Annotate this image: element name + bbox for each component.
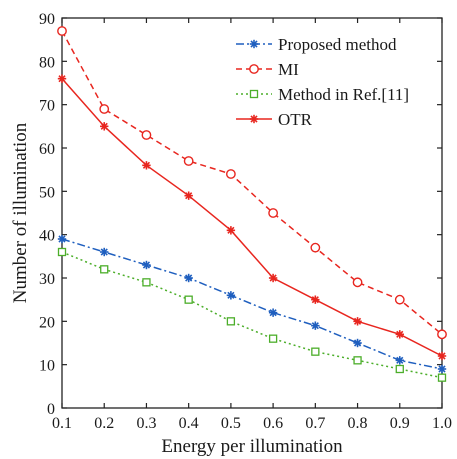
- data-point: [353, 317, 362, 326]
- data-point: [395, 364, 404, 374]
- data-point: [183, 156, 194, 166]
- x-tick-label: 0.2: [94, 415, 114, 432]
- data-point: [268, 208, 279, 218]
- series-3: [57, 74, 447, 361]
- data-point: [437, 351, 447, 361]
- data-point: [99, 104, 110, 114]
- data-point: [352, 277, 363, 288]
- series-line: [61, 251, 443, 379]
- series-line: [61, 238, 443, 370]
- x-tick-label: 0.9: [390, 415, 410, 432]
- x-tick-label: 0.4: [179, 415, 199, 432]
- data-point: [225, 169, 236, 179]
- data-point: [311, 347, 320, 356]
- y-tick-label: 90: [39, 11, 55, 28]
- legend: Proposed method MI Method in Ref.[11] OTR: [236, 35, 409, 129]
- data-point: [353, 338, 362, 348]
- series-0: [57, 234, 447, 374]
- legend-label: Proposed method: [278, 35, 397, 54]
- series-2: [57, 247, 447, 382]
- y-tick-label: 10: [39, 358, 55, 375]
- data-point: [142, 278, 151, 287]
- data-point: [100, 265, 109, 274]
- data-point: [226, 226, 236, 235]
- y-tick-label: 40: [39, 228, 55, 245]
- data-point: [100, 247, 109, 257]
- y-axis-title: Number of illumination: [10, 122, 31, 303]
- data-point: [184, 191, 193, 200]
- y-tick-label: 50: [39, 184, 55, 201]
- series-1: [57, 26, 447, 340]
- x-tick-label: 0.1: [52, 415, 72, 432]
- y-tick-label: 30: [39, 271, 55, 288]
- y-tick-label: 80: [39, 54, 55, 71]
- data-point: [142, 161, 151, 170]
- axes: 0.1 0.2 0.3 0.4 0.5 0.6 0.7 0.8 0.9 1.0 0 10 20 30 40 5…: [39, 11, 452, 432]
- data-point: [268, 308, 278, 317]
- series-group: [57, 26, 447, 382]
- y-tick-label: 60: [39, 141, 55, 158]
- x-tick-label: 0.6: [263, 415, 283, 432]
- legend-marker: [249, 89, 259, 99]
- data-point: [437, 329, 447, 340]
- y-tick-label: 20: [39, 314, 55, 331]
- data-point: [142, 260, 151, 270]
- data-point: [57, 247, 67, 257]
- y-tick-label: 70: [39, 98, 55, 115]
- data-point: [57, 234, 67, 244]
- data-point: [395, 330, 404, 339]
- legend-marker: [249, 114, 259, 124]
- legend-label: Method in Ref.[11]: [278, 85, 409, 104]
- data-point: [311, 321, 320, 330]
- data-point: [310, 242, 321, 253]
- data-point: [57, 74, 67, 83]
- legend-marker: [249, 39, 259, 49]
- data-point: [353, 356, 362, 365]
- x-tick-label: 0.5: [221, 415, 241, 432]
- legend-marker: [249, 64, 259, 74]
- series-line: [61, 78, 443, 357]
- y-tick-label: 0: [47, 401, 55, 418]
- data-point: [57, 26, 67, 36]
- data-point: [394, 294, 405, 305]
- legend-label: OTR: [278, 110, 313, 129]
- x-tick-label: 1.0: [432, 415, 452, 432]
- series-line: [61, 30, 443, 335]
- data-point: [184, 273, 193, 283]
- x-tick-label: 0.8: [348, 415, 368, 432]
- data-point: [226, 317, 236, 326]
- x-tick-label: 0.7: [305, 415, 325, 432]
- data-point: [268, 334, 278, 343]
- data-point: [184, 295, 193, 304]
- data-point: [437, 364, 447, 374]
- data-point: [226, 291, 236, 300]
- data-point: [141, 130, 152, 140]
- legend-label: MI: [278, 60, 299, 79]
- data-point: [311, 295, 320, 304]
- legend-item-2: Method in Ref.[11]: [236, 85, 409, 104]
- x-tick-label: 0.3: [136, 415, 156, 432]
- data-point: [395, 356, 404, 365]
- data-point: [437, 373, 447, 382]
- legend-item-1: MI: [236, 60, 299, 79]
- x-axis-title: Energy per illumination: [161, 436, 343, 457]
- data-point: [268, 273, 278, 283]
- data-point: [100, 122, 109, 131]
- plot-frame: [61, 17, 443, 409]
- legend-item-0: Proposed method: [236, 35, 397, 54]
- legend-item-3: OTR: [236, 110, 313, 129]
